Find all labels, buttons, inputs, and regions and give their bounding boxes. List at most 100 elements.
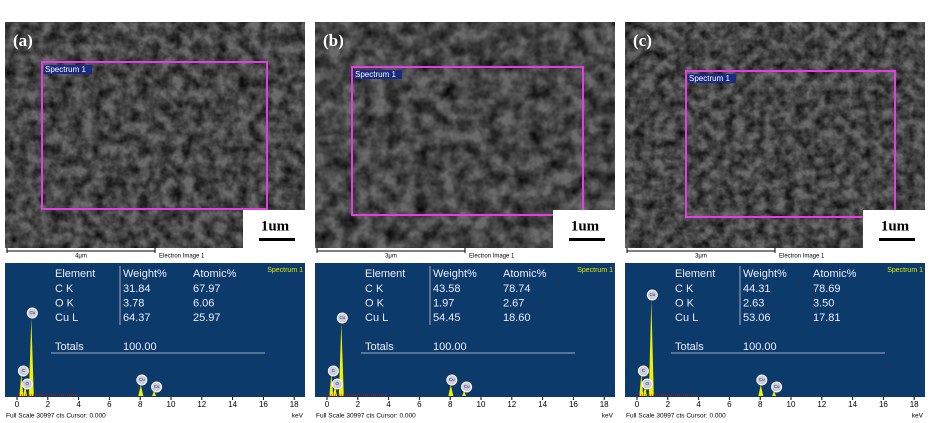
peak-marker bbox=[136, 374, 148, 386]
panel: (c) Spectrum 1 1um 3μm Electron Image 1 Spect… bbox=[625, 22, 925, 420]
spectrum-footer: Full Scale 30997 cts Cursor: 0.000 bbox=[626, 413, 726, 420]
axis-tick-label: 4 bbox=[76, 400, 81, 409]
region-tag bbox=[354, 70, 402, 79]
peak bbox=[152, 391, 157, 396]
spectrum-footer: Full Scale 30997 cts Cursor: 0.000 bbox=[6, 413, 106, 420]
axis-tick-label: 14 bbox=[538, 400, 547, 409]
spectrum-footer: Full Scale 30997 cts Cursor: 0.000 bbox=[316, 413, 416, 420]
table-cell: O K bbox=[365, 297, 385, 309]
region-tag bbox=[44, 65, 92, 74]
table-cell: 3.50 bbox=[813, 297, 834, 309]
peak-marker bbox=[336, 312, 348, 324]
table-header: Atomic% bbox=[813, 268, 857, 280]
peak-marker bbox=[756, 374, 768, 386]
table-total: 100.00 bbox=[433, 341, 467, 353]
peak-marker bbox=[461, 381, 473, 393]
table-cell: 78.74 bbox=[503, 283, 531, 295]
peak bbox=[329, 374, 334, 396]
scale-box bbox=[863, 210, 925, 248]
scale-text: 4μm bbox=[75, 254, 87, 260]
spectrum-title: Spectrum 1 bbox=[267, 267, 303, 274]
table-cell: Cu L bbox=[675, 312, 698, 324]
table-cell: 31.84 bbox=[123, 283, 151, 295]
table-total: 100.00 bbox=[123, 341, 157, 353]
axis-tick-label: 10 bbox=[167, 400, 176, 409]
peak-marker bbox=[637, 365, 649, 377]
region-label: Spectrum 1 bbox=[355, 70, 396, 79]
table-header: Atomic% bbox=[193, 268, 237, 280]
axis-tick-label: 16 bbox=[569, 400, 578, 409]
axis-tick-label: 2 bbox=[46, 400, 51, 409]
scale-box bbox=[553, 210, 615, 248]
table-header: Weight% bbox=[743, 268, 787, 280]
axis-tick-label: 0 bbox=[15, 400, 20, 409]
panel-label: (c) bbox=[633, 31, 652, 50]
table-cell: 78.69 bbox=[813, 283, 841, 295]
table-header: Element bbox=[55, 268, 95, 280]
peak bbox=[639, 374, 644, 396]
peak bbox=[448, 385, 454, 396]
table-total: 100.00 bbox=[743, 341, 777, 353]
peak-label: O bbox=[335, 381, 339, 386]
table-header: Atomic% bbox=[503, 268, 547, 280]
axis-tick-label: 4 bbox=[386, 400, 391, 409]
table-cell: 54.45 bbox=[433, 312, 461, 324]
peak-label: Cu bbox=[29, 310, 35, 315]
region-tag bbox=[688, 74, 736, 83]
scale-bar bbox=[569, 238, 605, 241]
table-cell: Cu L bbox=[365, 312, 388, 324]
table-cell: 2.67 bbox=[503, 297, 524, 309]
axis-tick-label: 18 bbox=[290, 400, 299, 409]
axis-tick-label: 10 bbox=[477, 400, 486, 409]
panel-label: (b) bbox=[323, 31, 344, 50]
axis-tick-label: 0 bbox=[325, 400, 330, 409]
table-cell: 6.06 bbox=[193, 297, 214, 309]
axis-tick-label: 12 bbox=[817, 400, 826, 409]
axis-tick-label: 12 bbox=[507, 400, 516, 409]
peak bbox=[333, 386, 338, 396]
spectrum-region bbox=[685, 70, 896, 218]
peak-label: C bbox=[22, 368, 26, 373]
table-cell: Cu L bbox=[55, 312, 78, 324]
scale-label: 1um bbox=[881, 218, 910, 234]
axis-tick-label: 18 bbox=[600, 400, 609, 409]
peak-label: C bbox=[332, 368, 336, 373]
table-cell: 67.97 bbox=[193, 283, 221, 295]
peak-marker bbox=[331, 378, 343, 390]
peak-marker bbox=[21, 378, 33, 390]
table-cell: 1.97 bbox=[433, 297, 454, 309]
table-header: Element bbox=[675, 268, 715, 280]
peak-label: Cu bbox=[139, 377, 145, 382]
table-cell: C K bbox=[365, 283, 384, 295]
peak-marker bbox=[327, 365, 339, 377]
axis-tick-label: 0 bbox=[635, 400, 640, 409]
peak-label: Cu bbox=[759, 377, 765, 382]
axis-tick-label: 10 bbox=[787, 400, 796, 409]
table-cell: 2.63 bbox=[743, 297, 764, 309]
peak-label: Cu bbox=[464, 384, 470, 389]
scale-text: 3μm bbox=[695, 254, 707, 260]
peak-label: Cu bbox=[339, 315, 345, 320]
axis-tick-label: 16 bbox=[879, 400, 888, 409]
scale-box bbox=[243, 210, 305, 248]
scale-bar bbox=[879, 238, 915, 241]
spectrum-bg bbox=[315, 263, 615, 397]
peak-label: Cu bbox=[649, 292, 655, 297]
peak bbox=[338, 323, 344, 396]
image-name: Electron Image 1 bbox=[159, 254, 205, 260]
axis-tick-label: 8 bbox=[758, 400, 763, 409]
panel: (a) Spectrum 1 1um 4μm Electron Image 1 Spect… bbox=[5, 22, 305, 420]
scale-bar bbox=[259, 238, 295, 241]
table-cell: O K bbox=[675, 297, 695, 309]
table-cell: 43.58 bbox=[433, 283, 461, 295]
scale-label: 1um bbox=[571, 218, 600, 234]
axis-tick-label: 6 bbox=[107, 400, 112, 409]
spectrum-region bbox=[351, 66, 584, 216]
axis-unit: keV bbox=[292, 413, 304, 420]
peak-marker bbox=[17, 365, 29, 377]
peak-marker bbox=[641, 378, 653, 390]
peak bbox=[138, 385, 144, 396]
axis-unit: keV bbox=[602, 413, 614, 420]
table-cell: 25.97 bbox=[193, 312, 221, 324]
peak-marker bbox=[646, 289, 658, 301]
